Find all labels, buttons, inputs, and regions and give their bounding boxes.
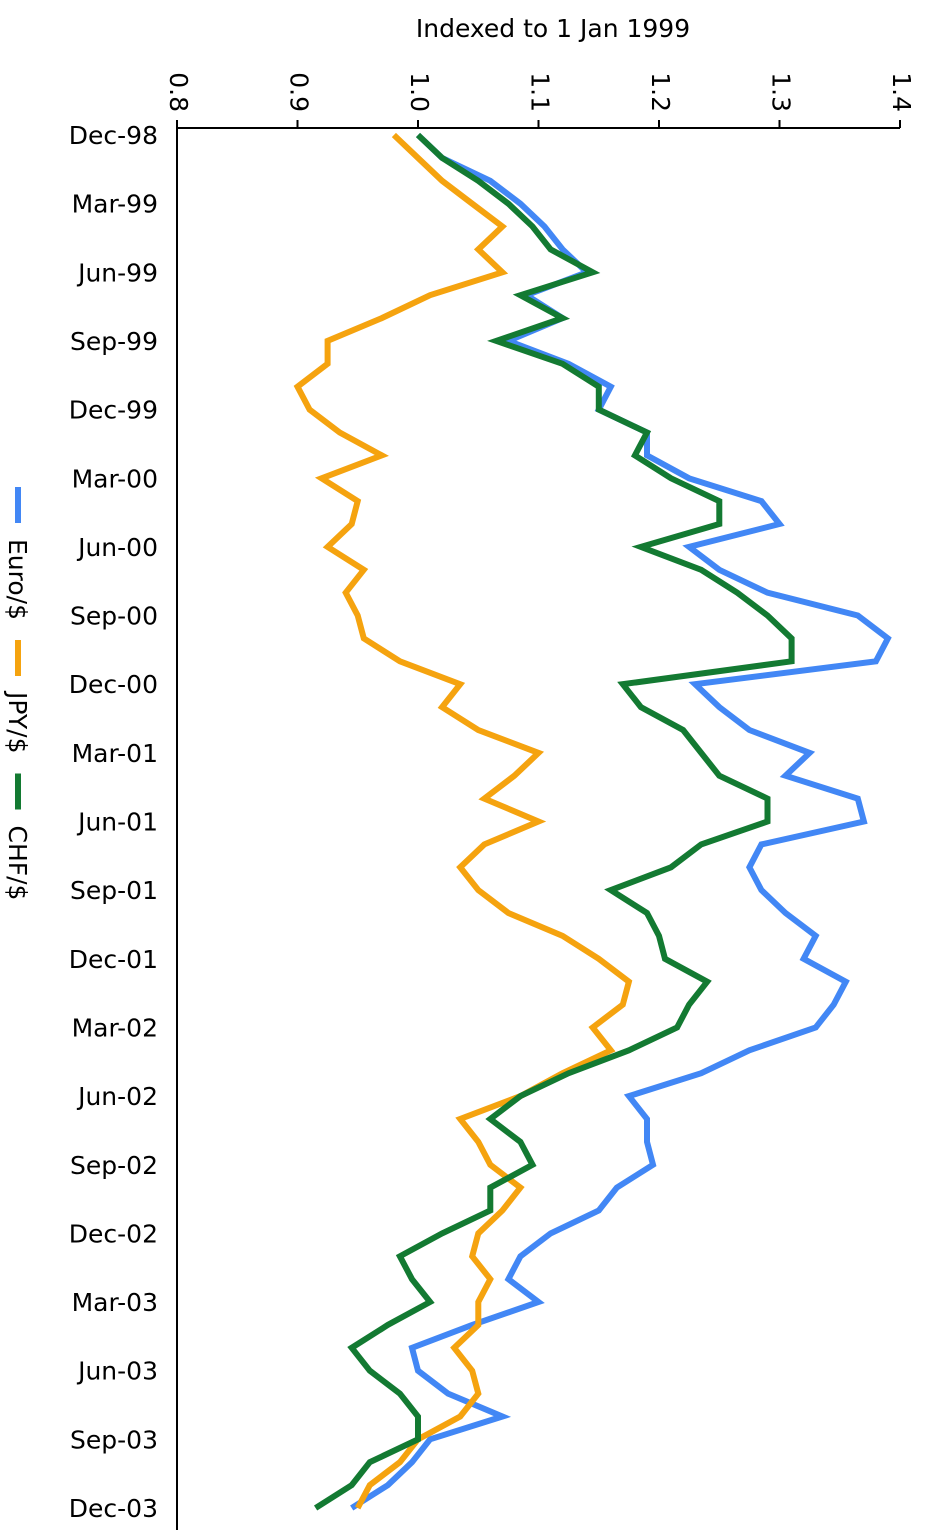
x-tick-label: Mar-01 xyxy=(72,739,158,768)
x-tick-label: Jun-03 xyxy=(76,1357,158,1386)
x-tick-label: Sep-00 xyxy=(70,602,158,631)
axis-title: Indexed to 1 Jan 1999 xyxy=(416,14,690,43)
x-tick-label: Mar-00 xyxy=(72,464,158,493)
x-tick-label: Dec-99 xyxy=(69,396,158,425)
data-line xyxy=(293,132,633,1510)
data-line xyxy=(313,132,795,1511)
legend-label: Euro/$ xyxy=(3,539,32,620)
x-tick-label: Dec-02 xyxy=(69,1219,158,1248)
x-tick-label: Sep-99 xyxy=(70,327,158,356)
x-tick-label: Jun-02 xyxy=(76,1082,158,1111)
x-tick-label: Jun-99 xyxy=(76,258,158,287)
legend: Euro/$ JPY/$ CHF/$ xyxy=(3,487,32,900)
x-tick-label: Mar-02 xyxy=(72,1013,158,1042)
y-tick-label: 1.2 xyxy=(646,72,675,112)
x-tick-label: Dec-00 xyxy=(69,670,158,699)
x-tick-label: Sep-01 xyxy=(70,876,158,905)
data-line xyxy=(350,132,892,1511)
x-tick-label: Jun-01 xyxy=(76,808,158,837)
x-tick-label: Mar-03 xyxy=(72,1288,158,1317)
x-tick-label: Sep-03 xyxy=(70,1425,158,1454)
x-tick-label: Sep-02 xyxy=(70,1151,158,1180)
y-tick-label: 0.8 xyxy=(164,72,193,112)
y-tick-label: 1.4 xyxy=(887,72,916,112)
y-tick-label: 1.3 xyxy=(767,72,796,112)
x-tick-label: Dec-98 xyxy=(69,121,158,150)
x-tick-label: Jun-00 xyxy=(76,533,158,562)
legend-label: CHF/$ xyxy=(3,826,32,901)
y-tick-label: 1.0 xyxy=(405,72,434,112)
y-tick-label: 0.9 xyxy=(285,72,314,112)
x-tick-label: Mar-99 xyxy=(72,190,158,219)
y-tick-label: 1.1 xyxy=(526,72,555,112)
x-tick-label: Dec-01 xyxy=(69,945,158,974)
legend-label: JPY/$ xyxy=(3,690,32,754)
x-tick-label: Dec-03 xyxy=(69,1494,158,1523)
